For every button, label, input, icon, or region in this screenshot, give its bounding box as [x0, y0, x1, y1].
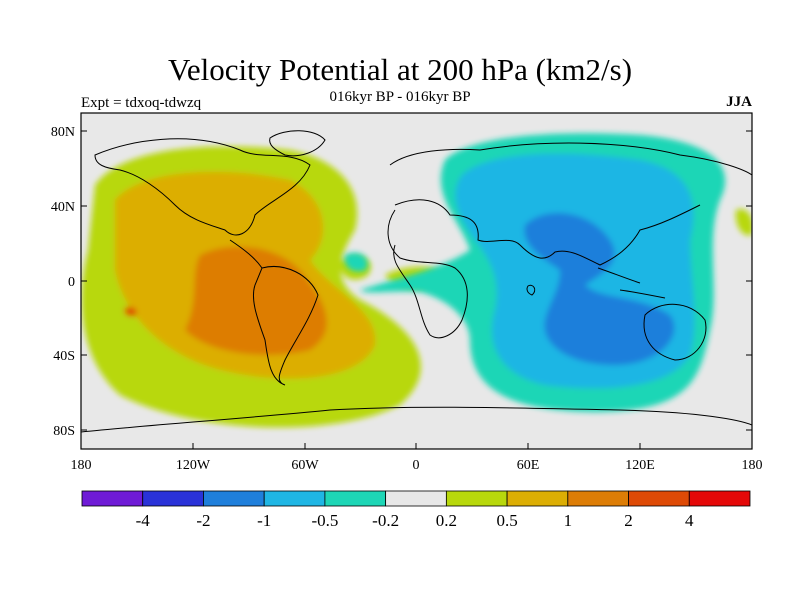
lon-tick-label: 180 [71, 458, 92, 473]
axis-ticks-inner [81, 130, 752, 449]
colorbar-label: -0.5 [311, 511, 338, 530]
lon-tick-label: 60W [291, 458, 319, 473]
colorbar-swatch [324, 490, 387, 507]
colorbar-swatch [142, 490, 204, 507]
coastlines [81, 130, 752, 433]
colorbar-swatch [506, 490, 569, 507]
colorbar-swatch [203, 490, 265, 507]
positive-field [81, 146, 752, 428]
colorbar-swatch [628, 490, 690, 507]
colorbar-label: -0.2 [372, 511, 399, 530]
colorbar-label: 0.5 [496, 511, 517, 530]
colorbar-swatch [263, 490, 326, 507]
lat-axis: 80N 40N 0 40S 80S [51, 125, 75, 439]
colorbar-labels: -4 -2 -1 -0.5 -0.2 0.2 0.5 1 2 4 [136, 511, 694, 530]
colorbar-swatch [567, 490, 629, 507]
lat-tick-label: 0 [68, 275, 75, 290]
colorbar [81, 490, 751, 507]
map-panel [81, 113, 752, 449]
lon-tick-label: 120W [176, 458, 211, 473]
colorbar-label: 1 [564, 511, 573, 530]
lat-tick-label: 40S [53, 349, 75, 364]
lat-tick-label: 80N [51, 125, 75, 140]
lon-tick-label: 180 [742, 458, 763, 473]
colorbar-label: 2 [624, 511, 633, 530]
colorbar-label: 4 [685, 511, 694, 530]
experiment-label: Expt = tdxoq-tdwzq [81, 95, 202, 111]
colorbar-swatch [81, 490, 144, 507]
chart-title: Velocity Potential at 200 hPa (km2/s) [167, 52, 633, 87]
colorbar-label: -4 [136, 511, 151, 530]
chart-subtitle: 016kyr BP - 016kyr BP [329, 89, 471, 105]
colorbar-label: -1 [257, 511, 271, 530]
colorbar-swatch [445, 490, 508, 507]
colorbar-swatch [688, 490, 751, 507]
colorbar-label: -2 [196, 511, 210, 530]
lon-tick-label: 120E [625, 458, 655, 473]
lon-tick-label: 60E [517, 458, 540, 473]
lon-axis: 180 120W 60W 0 60E 120E 180 [71, 458, 763, 473]
map-frame [80, 112, 753, 450]
colorbar-swatch [385, 490, 447, 507]
colorbar-label: 0.2 [436, 511, 457, 530]
lon-tick-label: 0 [413, 458, 420, 473]
season-label: JJA [726, 94, 752, 110]
lat-tick-label: 80S [53, 424, 75, 439]
lat-tick-label: 40N [51, 200, 75, 215]
